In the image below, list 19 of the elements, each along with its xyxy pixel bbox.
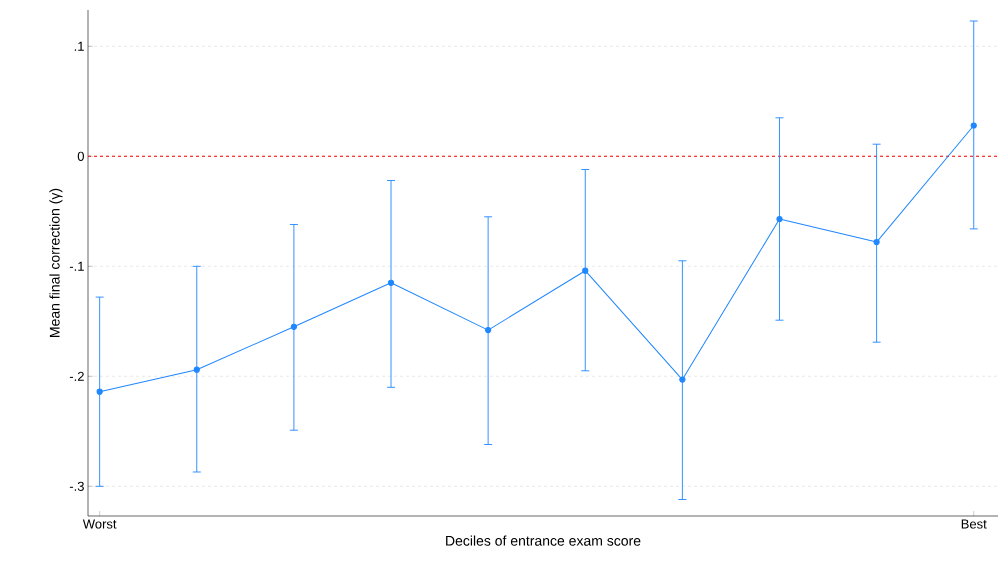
point [776, 215, 783, 223]
point [290, 323, 297, 330]
point [873, 239, 880, 246]
point [582, 267, 589, 274]
x-tick-label: Worst [82, 519, 117, 529]
point [96, 388, 103, 395]
y-tick-label: -.2 [69, 371, 84, 381]
point [387, 279, 395, 286]
point [679, 376, 686, 383]
point [193, 366, 200, 373]
x-tick-label: Best [961, 519, 987, 529]
y-axis-title: Mean final correction (γ) [49, 188, 63, 337]
y-tick-label: 0 [77, 151, 84, 161]
point [485, 327, 492, 334]
y-tick-label: -.3 [69, 481, 84, 491]
point [970, 122, 977, 129]
x-axis-title: Deciles of entrance exam score [446, 535, 641, 546]
y-tick-label: -.1 [69, 261, 84, 271]
y-tick-label: .1 [74, 41, 84, 51]
